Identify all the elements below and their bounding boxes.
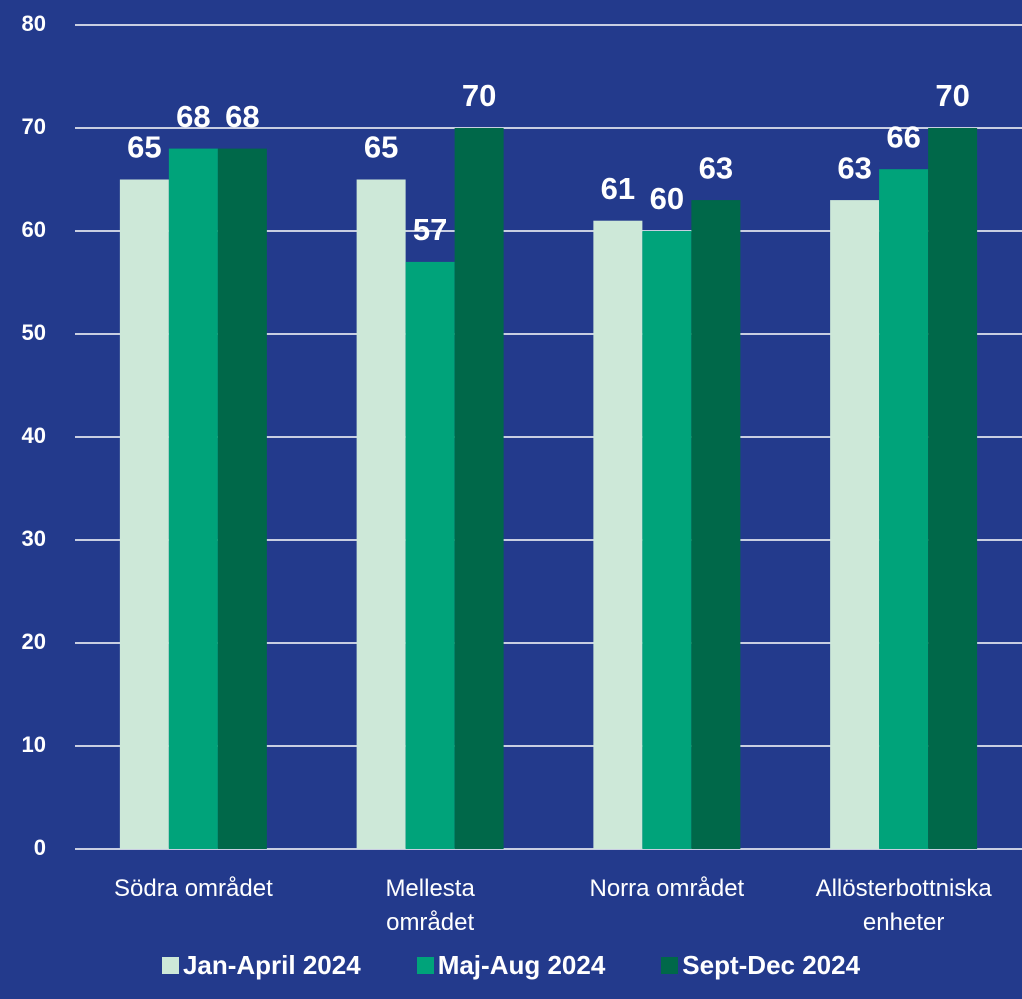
bar [879,169,929,849]
bar [217,148,267,850]
bar [928,128,978,849]
y-tick-label: 60 [22,217,46,242]
bar [642,231,692,849]
value-label: 70 [935,78,969,113]
legend-item: Sept-Dec 2024 [661,950,860,981]
value-label: 65 [364,130,398,165]
value-label: 68 [176,99,210,134]
legend-swatch [416,957,434,974]
y-tick-label: 0 [34,835,46,860]
bar [119,179,169,849]
legend-label: Jan-April 2024 [182,950,361,980]
bar [691,200,741,850]
y-tick-label: 10 [22,732,46,757]
bar [830,200,880,850]
legend-swatch [661,957,679,974]
y-tick-label: 50 [22,320,46,345]
y-tick-label: 30 [22,526,46,551]
value-label: 60 [650,181,684,216]
value-label: 61 [601,171,635,206]
value-label: 57 [413,212,447,247]
legend-label: Maj-Aug 2024 [437,950,606,980]
x-tick-label: Norra området [589,875,745,902]
legend-item: Maj-Aug 2024 [416,950,606,981]
legend-swatch [161,957,179,974]
legend-label: Sept-Dec 2024 [682,950,861,980]
value-label: 65 [127,130,161,165]
value-label: 63 [837,150,871,185]
bar [356,179,406,849]
value-label: 63 [699,150,733,185]
value-label: 66 [886,119,920,154]
bar [405,261,455,849]
bar [593,220,643,849]
x-tick-label: Södra området [113,875,273,902]
x-tick-label: Mellesta området [385,875,475,936]
y-tick-label: 80 [22,11,46,36]
legend-item: Jan-April 2024 [161,950,361,981]
value-label: 68 [225,99,259,134]
y-tick-label: 40 [22,423,46,448]
y-tick-label: 20 [22,629,46,654]
legend: Jan-April 2024 Maj-Aug 2024 Sept-Dec 2024 [0,950,1022,981]
x-tick-label: Allösterbottniska enheter [815,875,992,936]
value-label: 70 [462,78,496,113]
bar [454,128,504,849]
y-tick-label: 70 [22,114,46,139]
bar [168,148,218,850]
